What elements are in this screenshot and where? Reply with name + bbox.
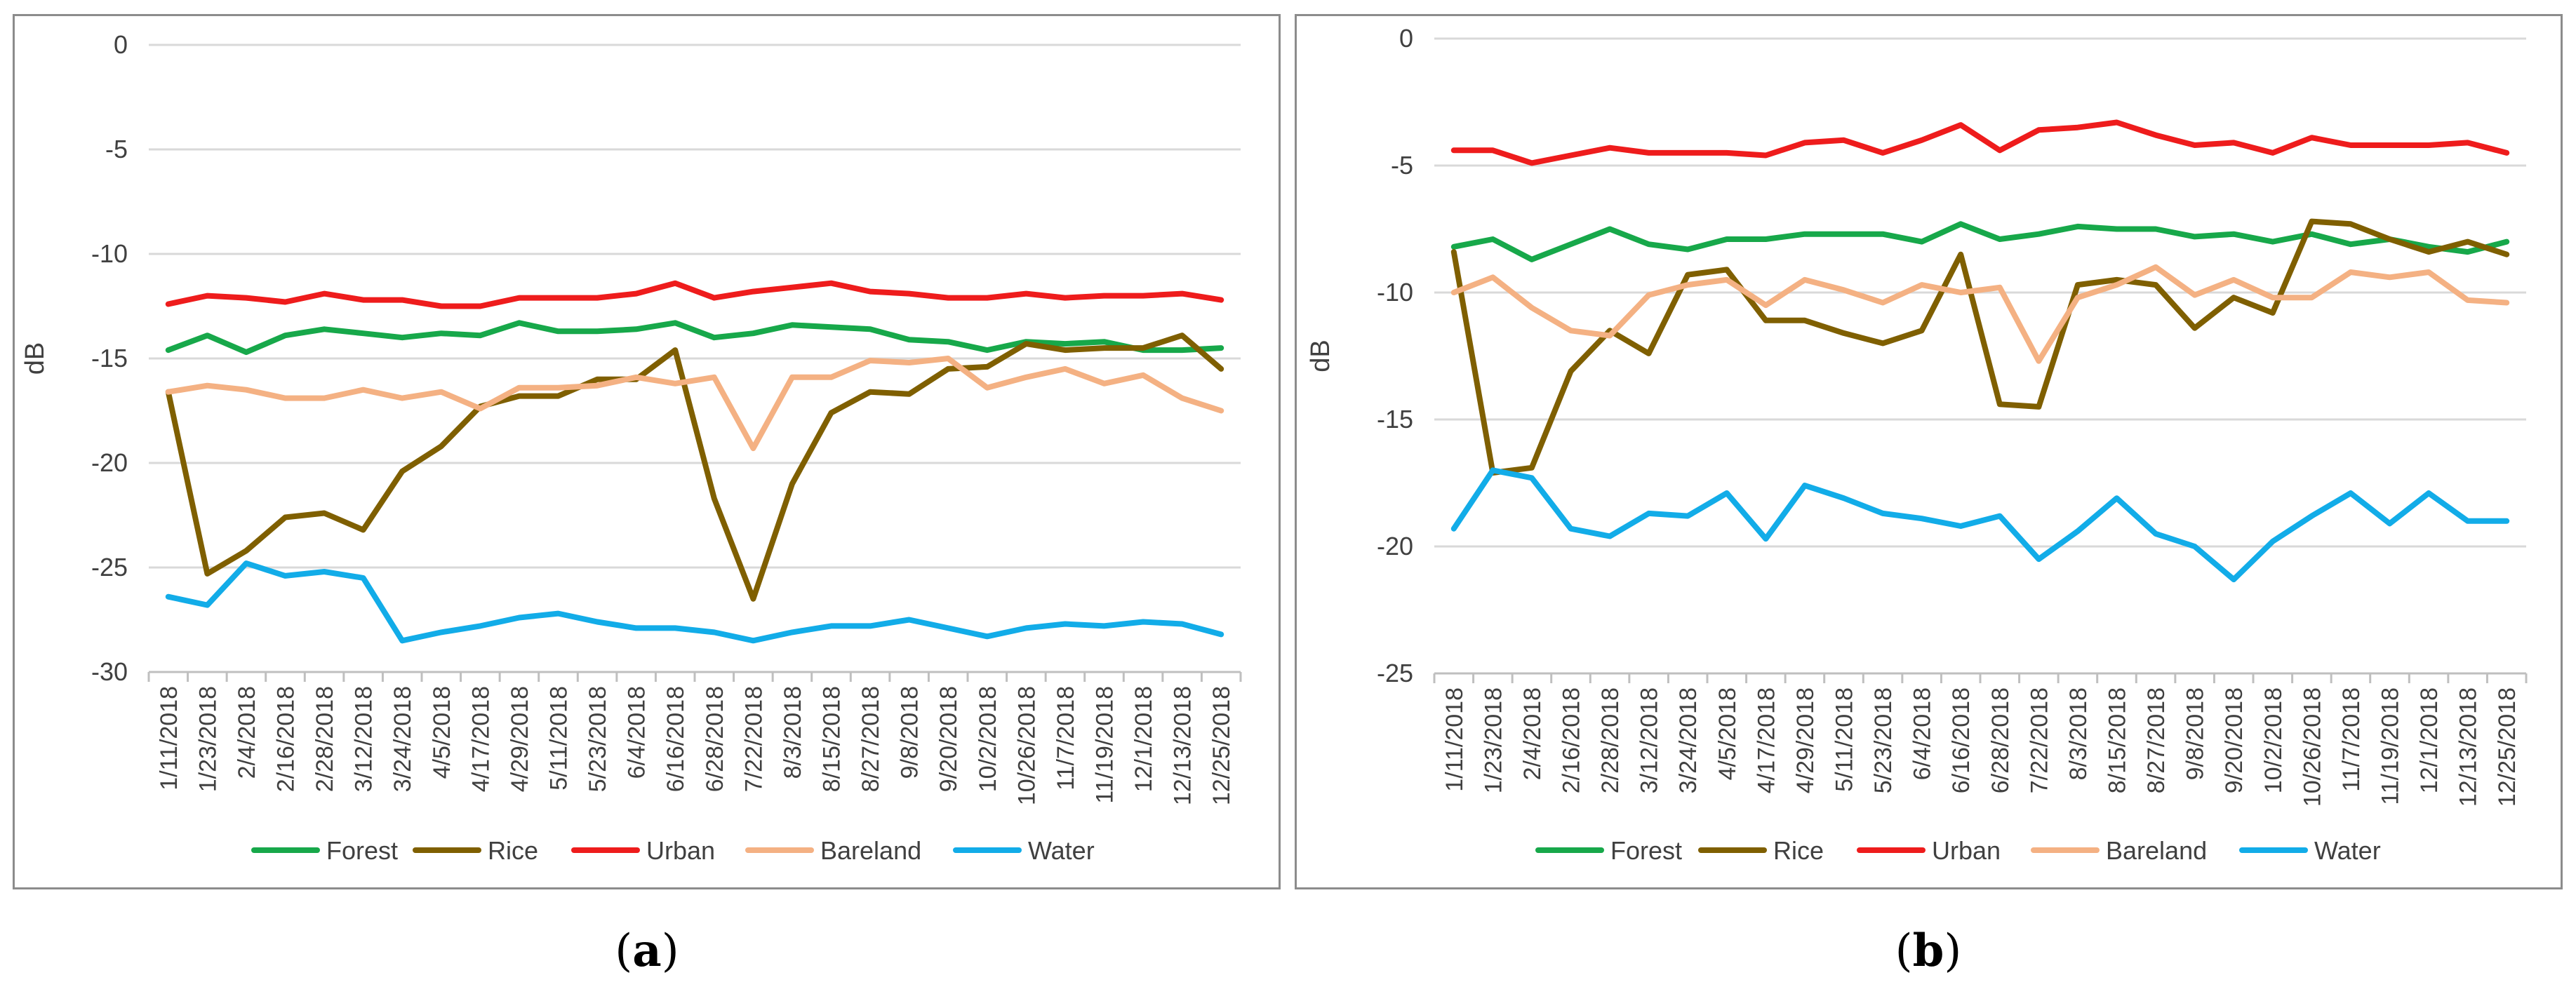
chart-a-x-tick-label: 2/28/2018	[312, 686, 338, 792]
chart-a-series-urban-line	[165, 280, 1224, 309]
chart-a-x-tick-label: 7/22/2018	[740, 686, 767, 792]
chart-a-x-tick-label: 11/7/2018	[1053, 686, 1079, 791]
chart-a-x-tick-label: 1/11/2018	[156, 686, 182, 791]
chart-a-x-tick-label: 6/4/2018	[624, 686, 650, 779]
chart-a-series-water-line	[165, 560, 1224, 644]
chart-a-y-tick-label: 0	[114, 30, 128, 59]
chart-a-x-tick-label: 6/28/2018	[702, 686, 728, 792]
chart-a-x-tick-label: 10/2/2018	[975, 686, 1001, 792]
chart-a-series-bareland-line	[165, 356, 1224, 452]
chart-a-x-tick-label: 12/13/2018	[1170, 686, 1196, 805]
chart-a-legend-forest-label: Forest	[326, 836, 398, 865]
chart-a-x-tick-label: 12/25/2018	[1208, 686, 1235, 805]
chart-a-legend-rice-label: Rice	[488, 836, 538, 865]
chart-a-legend-bareland-label: Bareland	[820, 836, 921, 865]
chart-a-x-tick-label: 3/24/2018	[389, 686, 416, 792]
chart-a-x-tick-label: 8/15/2018	[819, 686, 846, 792]
chart-a-x-tick-label: 6/16/2018	[662, 686, 689, 792]
panel-a-letter: a	[632, 925, 662, 977]
chart-a-series-rice-line	[165, 332, 1224, 602]
chart-a-x-tick-label: 8/27/2018	[857, 686, 884, 792]
chart-a-x-tick-label: 12/1/2018	[1130, 686, 1157, 792]
panel-b-caption: (b)	[1895, 925, 1962, 977]
panel-b-letter: b	[1912, 925, 1944, 977]
chart-a-x-tick-label: 3/12/2018	[351, 686, 378, 792]
chart-a-x-tick-label: 2/4/2018	[234, 686, 260, 779]
chart-a-x-tick-label: 9/8/2018	[897, 686, 923, 779]
chart-a-x-tick-label: 11/19/2018	[1092, 686, 1119, 804]
chart-a-x-tick-label: 4/5/2018	[429, 686, 455, 779]
chart-a-x-tick-label: 4/17/2018	[467, 686, 494, 792]
chart-a-y-tick-label: -5	[105, 135, 128, 163]
chart-panel-a-frame	[13, 14, 1281, 889]
chart-a-y-tick-label: -30	[91, 657, 128, 686]
chart-a-series-forest-line	[165, 320, 1224, 356]
chart-a-x-tick-label: 1/23/2018	[194, 686, 221, 792]
chart-a-x-tick-label: 4/29/2018	[507, 686, 533, 792]
chart-a-legend-water-label: Water	[1028, 836, 1095, 865]
chart-a-x-tick-label: 5/23/2018	[585, 686, 611, 792]
chart-a-x-tick-label: 5/11/2018	[546, 686, 573, 791]
chart-a-y-tick-label: -25	[91, 553, 128, 582]
chart-a-y-axis-title: dB	[20, 342, 50, 375]
chart-a-y-tick-label: -20	[91, 448, 128, 477]
chart-a-x-tick-label: 10/26/2018	[1013, 686, 1040, 805]
chart-a-x-tick-label: 8/3/2018	[780, 686, 806, 779]
chart-a-y-tick-label: -15	[91, 344, 128, 372]
chart-a-x-tick-label: 2/16/2018	[273, 686, 300, 792]
chart-a-y-tick-label: -10	[91, 239, 128, 268]
chart-a-x-tick-label: 9/20/2018	[935, 686, 962, 792]
panel-a-caption: (a)	[615, 925, 679, 977]
chart-a-legend-urban-label: Urban	[646, 836, 715, 865]
